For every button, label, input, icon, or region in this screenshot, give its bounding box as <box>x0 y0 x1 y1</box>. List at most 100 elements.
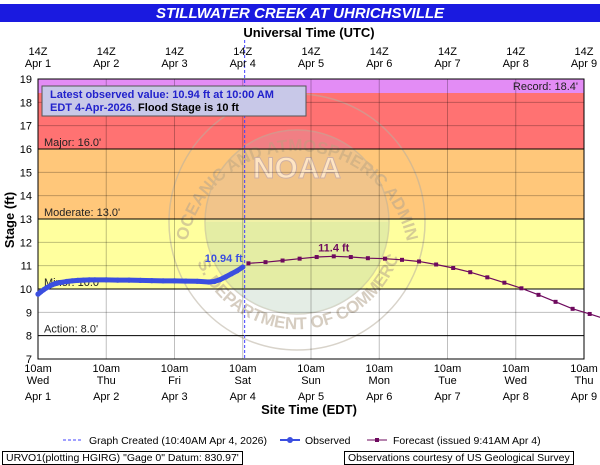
bottom-tick-time: 10am <box>502 363 530 375</box>
y-tick-label: 16 <box>20 144 32 156</box>
chart-title: STILLWATER CREEK AT UHRICHSVILLE <box>156 5 445 22</box>
y-tick-label: 11 <box>21 261 32 273</box>
bottom-tick-time: 10am <box>92 363 120 375</box>
bottom-tick-date: Apr 6 <box>366 391 392 403</box>
y-tick-label: 10 <box>20 284 32 296</box>
observed-point <box>63 278 70 285</box>
bottom-tick-date: Apr 3 <box>161 391 187 403</box>
top-tick-time: 14Z <box>506 46 525 58</box>
observed-point <box>69 278 75 284</box>
watermark-lower-half <box>205 222 389 314</box>
observed-point <box>52 281 58 287</box>
observed-point <box>103 277 109 283</box>
top-tick-date: Apr 8 <box>503 58 529 70</box>
bottom-tick-day: Mon <box>369 375 390 387</box>
forecast-point <box>468 270 473 275</box>
observed-point <box>228 271 234 277</box>
series-layer: 10.94 ft 11.4 ft <box>35 242 600 318</box>
forecast-point <box>314 255 319 260</box>
forecast-peak-label: 11.4 ft <box>318 242 350 254</box>
observed-point <box>149 278 155 284</box>
observed-value-label: 10.94 ft <box>205 253 243 265</box>
band-label-moderate: Moderate: 13.0' <box>44 207 120 219</box>
forecast-point <box>280 258 285 263</box>
forecast-point <box>263 260 268 265</box>
title-bar <box>0 4 600 22</box>
observed-point <box>194 278 200 284</box>
legend-created-label: Graph Created (10:40AM Apr 4, 2026) <box>89 435 267 447</box>
observed-point <box>160 278 166 284</box>
y-tick-label: 18 <box>20 97 32 109</box>
bottom-tick-time: 10am <box>161 363 189 375</box>
band-label-major: Major: 16.0' <box>44 137 101 149</box>
bottom-tick-time: 10am <box>24 363 52 375</box>
observed-point <box>211 278 217 285</box>
bottom-tick-day: Wed <box>27 375 49 387</box>
band-moderate <box>38 149 584 219</box>
forecast-point <box>434 262 439 267</box>
forecast-point <box>417 259 422 264</box>
y-tick-label: 12 <box>20 237 32 249</box>
bottom-axis-title: Site Time (EDT) <box>261 402 357 417</box>
forecast-point <box>451 266 456 270</box>
forecast-point <box>502 280 507 285</box>
bottom-tick-date: Apr 2 <box>93 391 119 403</box>
forecast-point <box>400 257 404 262</box>
top-tick-time: 14Z <box>575 46 594 58</box>
observed-point <box>240 264 246 270</box>
info-line-2-flood: Flood Stage is 10 ft <box>135 102 239 114</box>
y-tick-label: 15 <box>20 167 32 179</box>
forecast-point <box>553 299 558 304</box>
bottom-tick-day: Sat <box>234 375 251 387</box>
observed-point <box>115 277 121 283</box>
y-tick-label: 14 <box>20 191 32 203</box>
top-tick-date: Apr 9 <box>571 58 597 70</box>
bottom-tick-date: Apr 1 <box>25 391 51 403</box>
footer-datum: URVO1(plotting HGIRG) "Gage 0" Datum: 83… <box>2 451 243 465</box>
y-tick-label: 7 <box>26 354 32 366</box>
forecast-point <box>348 255 353 260</box>
y-tick-label: 8 <box>26 331 32 343</box>
bottom-tick-time: 10am <box>434 363 462 375</box>
forecast-point <box>570 306 575 311</box>
observed-point <box>58 279 64 286</box>
legend-forecast-marker <box>375 438 379 442</box>
observed-point <box>223 274 229 280</box>
forecast-point <box>485 275 490 280</box>
observed-point <box>92 277 98 283</box>
forecast-point <box>331 254 336 259</box>
y-tick-labels: 7 8 9 10 11 12 13 14 15 16 17 18 19 <box>20 74 32 366</box>
observed-point <box>80 277 87 283</box>
top-tick-time: 14Z <box>370 46 389 58</box>
top-tick-date: Apr 2 <box>93 58 119 70</box>
forecast-point <box>536 292 541 297</box>
bottom-tick-date: Apr 5 <box>298 391 324 403</box>
forecast-point <box>382 256 387 261</box>
top-tick-date: Apr 4 <box>230 58 256 70</box>
forecast-point <box>297 256 302 261</box>
bottom-tick-day: Tue <box>438 375 457 387</box>
grid-lines <box>37 78 585 360</box>
band-label-action: Action: 8.0' <box>44 324 98 336</box>
observed-point <box>171 278 178 284</box>
bottom-tick-time: 10am <box>297 363 325 375</box>
info-line-1: Latest observed value: 10.94 ft at 10:00… <box>50 89 274 101</box>
forecast-line <box>248 255 600 318</box>
observed-point <box>183 278 189 284</box>
top-tick-time: 14Z <box>29 46 48 58</box>
forecast-point <box>519 286 524 291</box>
bottom-tick-time: 10am <box>229 363 257 375</box>
top-tick-date: Apr 6 <box>366 58 392 70</box>
bottom-tick-date: Apr 8 <box>503 391 529 403</box>
top-tick-time: 14Z <box>97 46 116 58</box>
bottom-tick-time: 10am <box>365 363 393 375</box>
info-line-2: EDT 4-Apr-2026. Flood Stage is 10 ft <box>50 102 239 114</box>
legend-forecast-label: Forecast (issued 9:41AM Apr 4) <box>393 435 541 447</box>
bottom-tick-day: Sun <box>301 375 321 387</box>
band-label-record: Record: 18.4' <box>513 81 578 93</box>
watermark-center-text: NOAA <box>253 152 341 185</box>
observed-point <box>137 277 143 283</box>
